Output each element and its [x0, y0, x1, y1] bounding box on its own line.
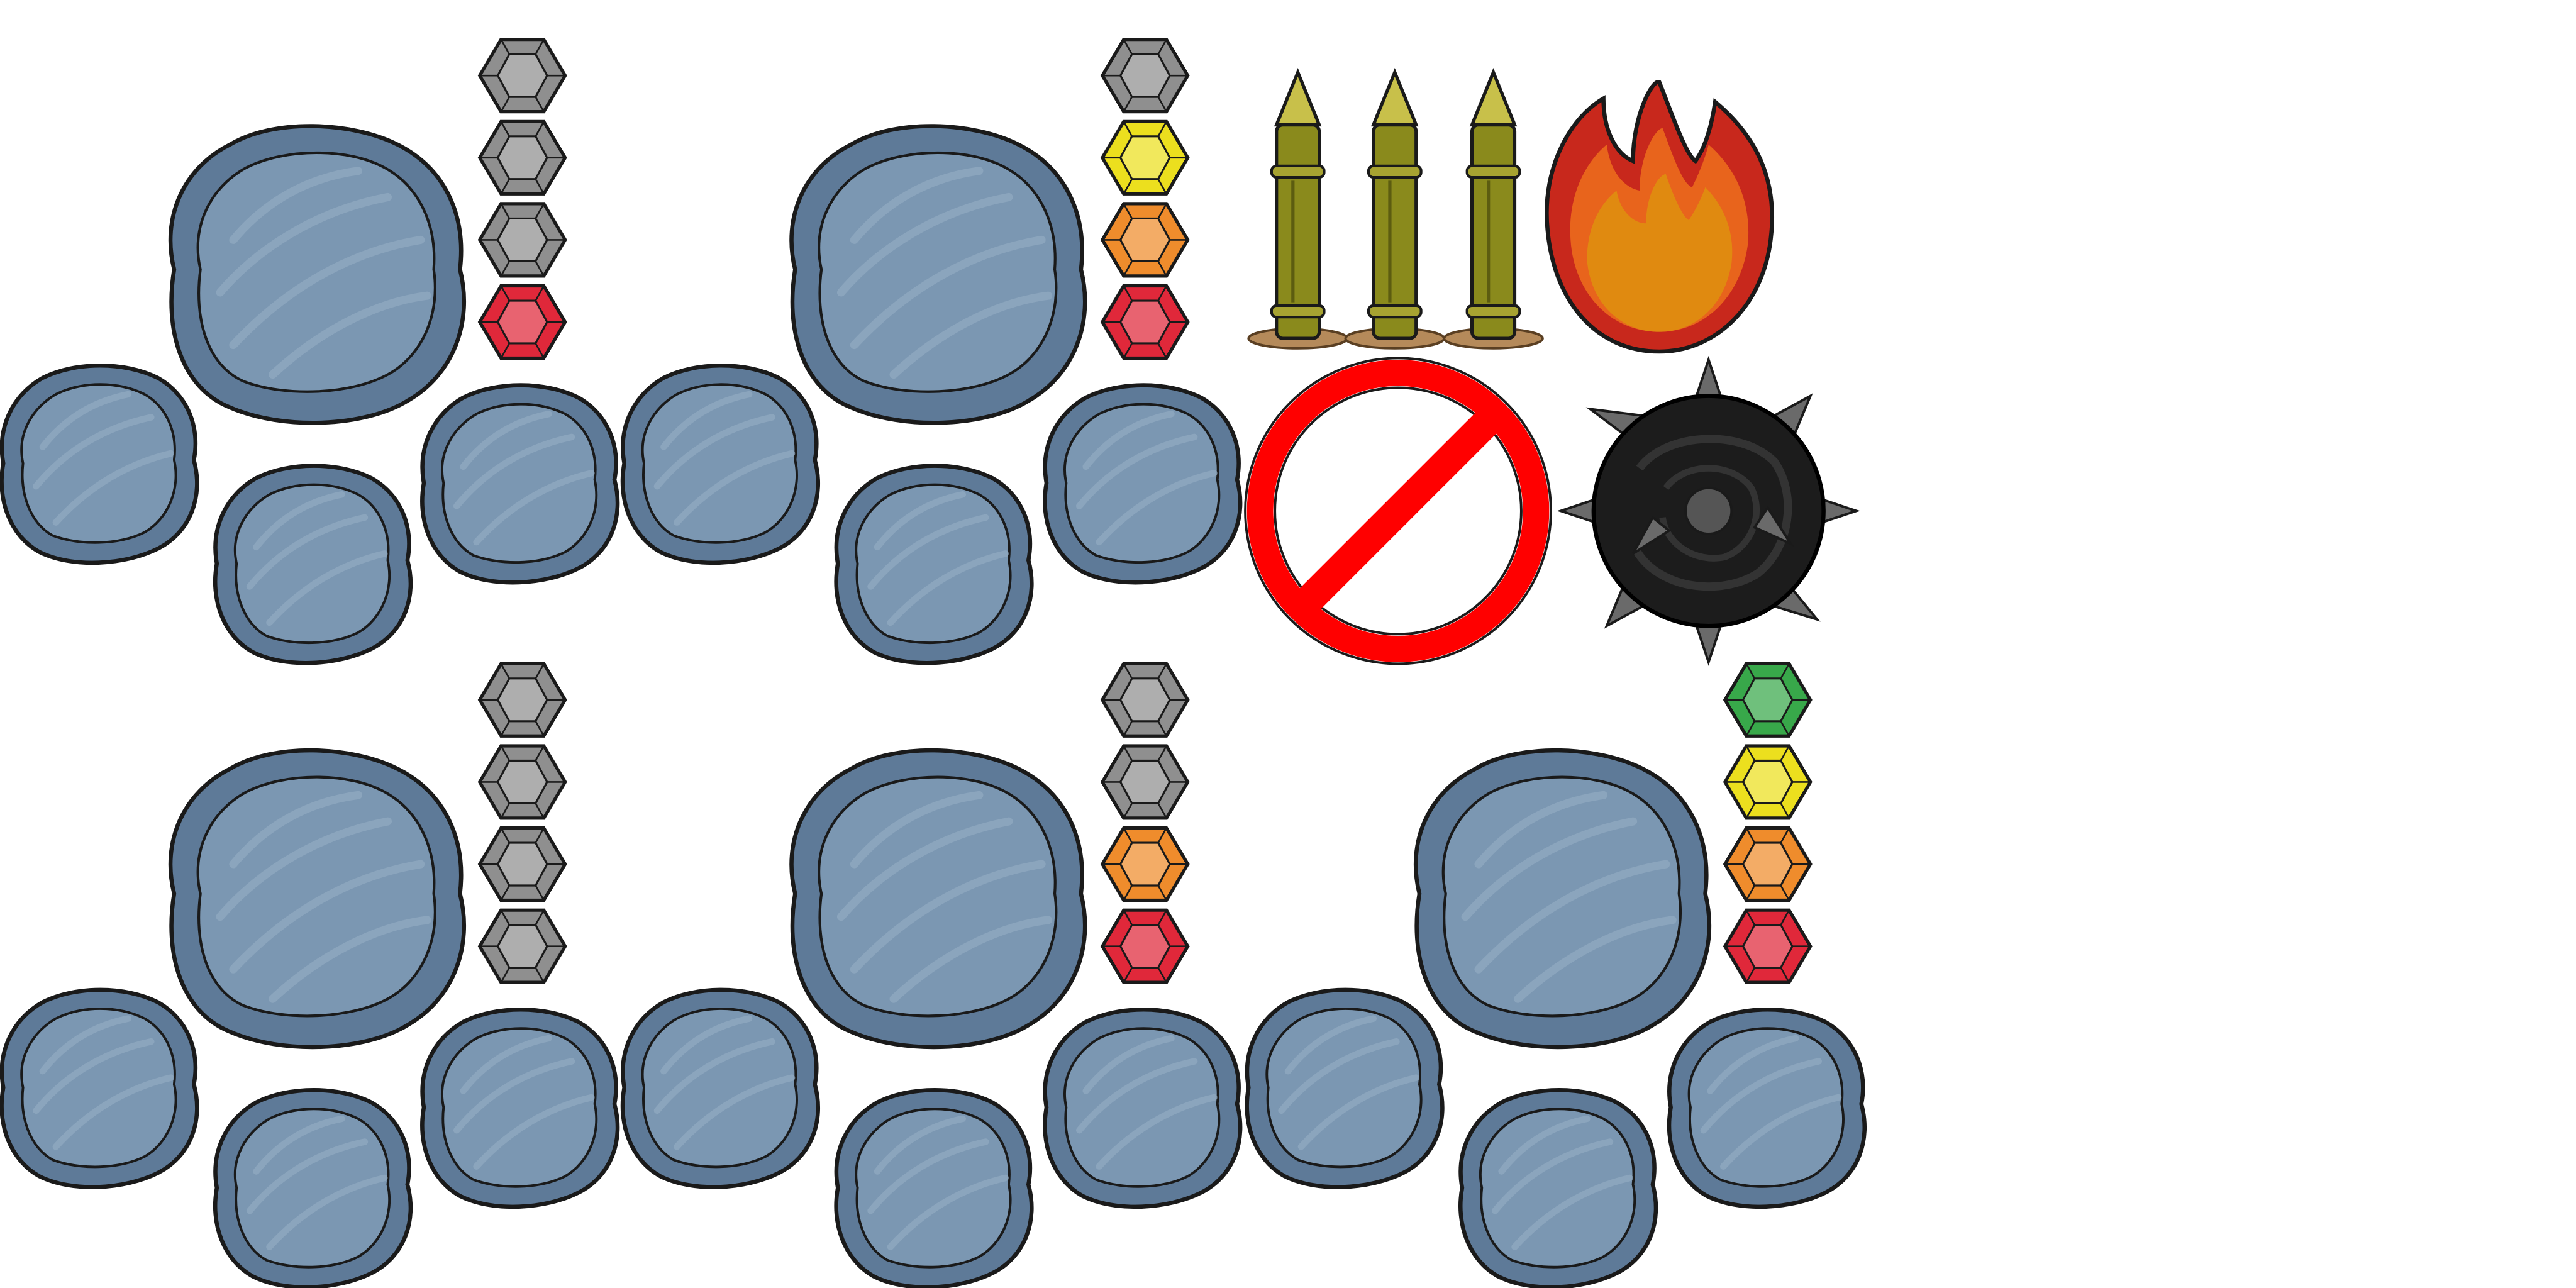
- gem-gray-icon: [480, 204, 565, 276]
- gem-column: [1102, 663, 1188, 982]
- gem-column: [1102, 40, 1188, 358]
- gem-column: [480, 663, 565, 982]
- gem-red-icon: [1102, 286, 1188, 358]
- gem-orange-icon: [1102, 828, 1188, 901]
- gem-gray-icon: [480, 828, 565, 901]
- gem-column: [480, 40, 565, 358]
- stone-group-1: [2, 40, 618, 663]
- gem-column: [1725, 663, 1811, 982]
- gem-green-icon: [1725, 663, 1811, 736]
- gem-gray-icon: [480, 663, 565, 736]
- gem-yellow-icon: [1102, 121, 1188, 194]
- gem-gray-icon: [480, 121, 565, 194]
- stone-group-2: [623, 40, 1240, 663]
- gem-gray-icon: [480, 910, 565, 982]
- gem-orange-icon: [1725, 828, 1811, 901]
- stone-group-5: [1247, 663, 1865, 1287]
- prohibited-icon: [1244, 357, 1552, 665]
- gem-orange-icon: [1102, 204, 1188, 276]
- gem-gray-icon: [1102, 663, 1188, 736]
- gem-red-icon: [1102, 910, 1188, 982]
- gem-gray-icon: [480, 40, 565, 112]
- gem-red-icon: [1725, 910, 1811, 982]
- gem-gray-icon: [480, 746, 565, 818]
- stone-group-3: [2, 663, 618, 1287]
- gem-yellow-icon: [1725, 746, 1811, 818]
- gem-gray-icon: [1102, 40, 1188, 112]
- gem-gray-icon: [1102, 746, 1188, 818]
- stake-icon: [1345, 72, 1444, 348]
- gem-red-icon: [480, 286, 565, 358]
- fire-icon: [1545, 80, 1775, 354]
- stone-group-4: [623, 663, 1240, 1287]
- spiked-mine-icon: [1557, 355, 1861, 666]
- stake-icon: [1248, 72, 1347, 348]
- stake-icon: [1444, 72, 1543, 348]
